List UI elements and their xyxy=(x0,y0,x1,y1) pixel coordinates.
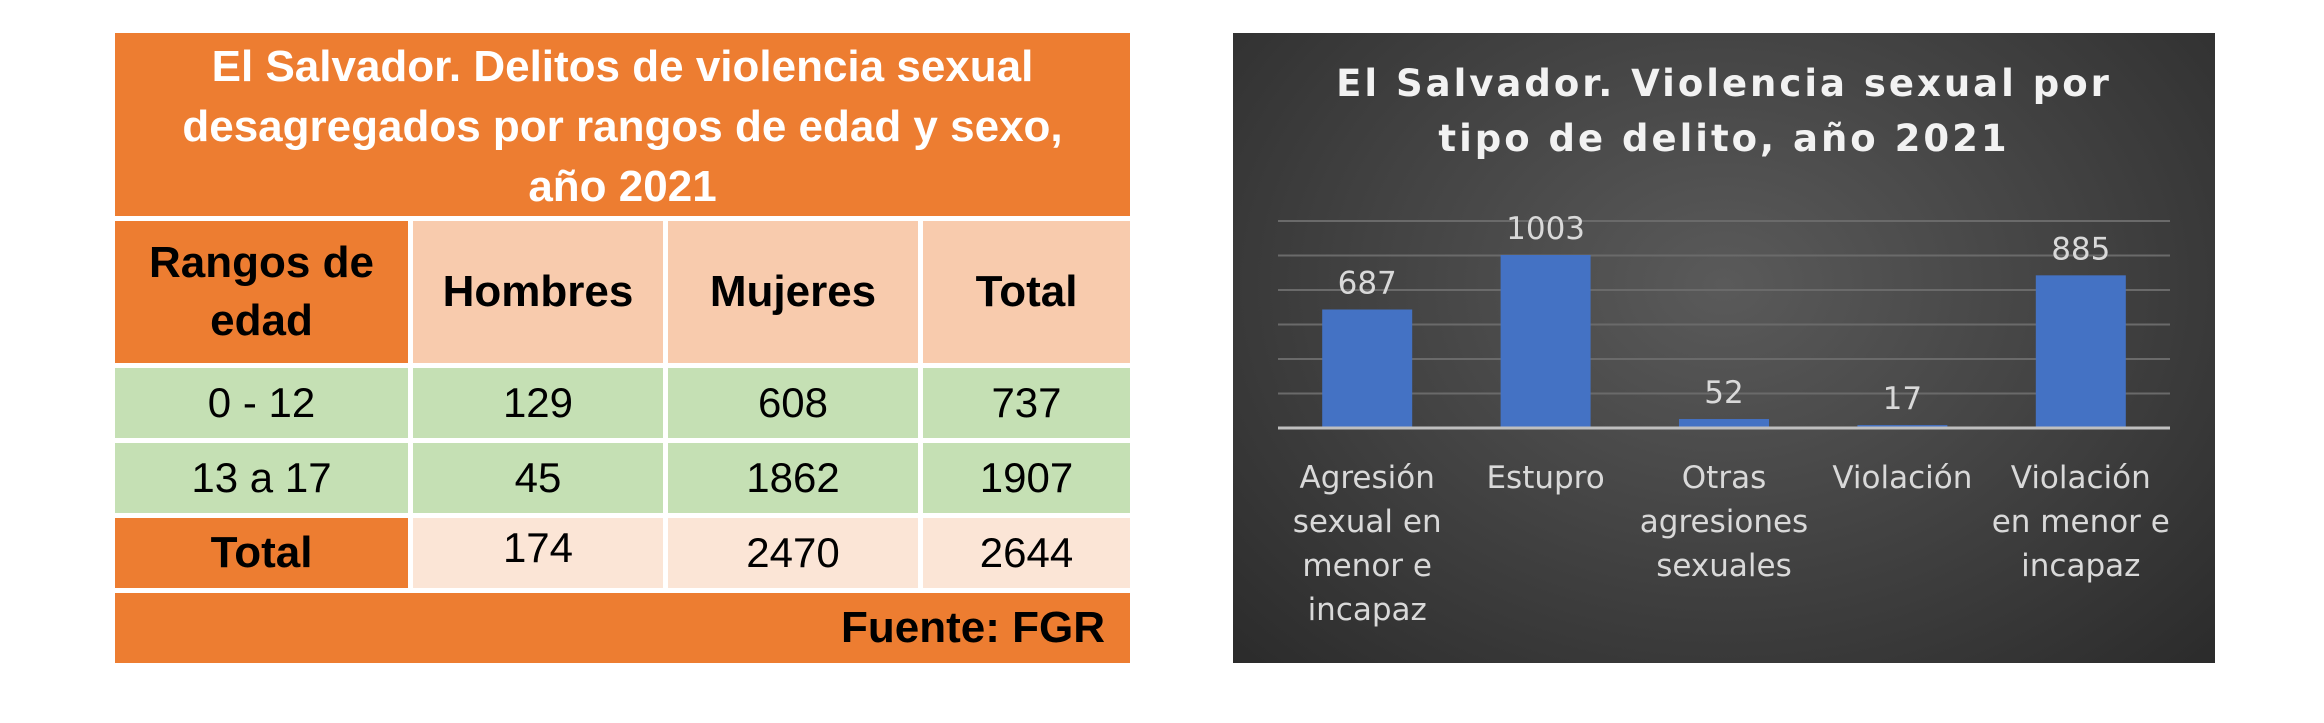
chart-svg: El Salvador. Violencia sexual por tipo d… xyxy=(1278,62,2170,628)
crimes-bar-chart: El Salvador. Violencia sexual por tipo d… xyxy=(1233,33,2215,663)
category-label: incapaz xyxy=(2021,548,2140,584)
category-label: sexual en xyxy=(1293,504,1442,540)
table-title: El Salvador. Delitos de violencia sexual… xyxy=(115,33,1130,216)
row-rango-total: Total xyxy=(115,518,408,588)
category-label: Violación xyxy=(1832,460,1972,496)
bar-data-label: 885 xyxy=(2051,231,2110,267)
bar xyxy=(1322,309,1413,428)
header-rangos-edad: Rangos de edad xyxy=(115,221,408,363)
row-mujeres: 1862 xyxy=(668,443,918,513)
gridlines xyxy=(1278,220,2170,395)
header-rangos-line: Rangos de xyxy=(149,238,374,287)
row-hombres: 174 xyxy=(413,518,663,588)
category-label: Agresión xyxy=(1299,460,1434,496)
header-hombres: Hombres xyxy=(413,221,663,363)
bar-data-label: 52 xyxy=(1704,375,1743,411)
header-rangos-line: edad xyxy=(210,296,313,345)
bar xyxy=(2035,275,2126,428)
table-title-line: año 2021 xyxy=(528,162,717,211)
row-hombres: 129 xyxy=(413,368,663,438)
category-label: Otras xyxy=(1682,460,1766,496)
row-rango: 0 - 12 xyxy=(115,368,408,438)
row-mujeres: 608 xyxy=(668,368,918,438)
category-label: menor e xyxy=(1302,548,1432,584)
header-mujeres: Mujeres xyxy=(668,221,918,363)
category-label: Estupro xyxy=(1486,460,1604,496)
bar xyxy=(1500,254,1591,428)
table-title-line: desagregados por rangos de edad y sexo, xyxy=(182,102,1063,151)
chart-title-line: El Salvador. Violencia sexual por xyxy=(1336,62,2112,105)
category-label: Violación xyxy=(2011,460,2151,496)
bar-data-label: 1003 xyxy=(1506,211,1585,247)
category-labels: Agresión sexual en menor e incapaz Estupro Ot… xyxy=(1293,460,2170,628)
data-labels: 687 1003 52 17 885 xyxy=(1338,211,2111,417)
header-total: Total xyxy=(923,221,1130,363)
chart-title-line: tipo de delito, año 2021 xyxy=(1438,117,2009,160)
category-label: incapaz xyxy=(1308,592,1427,628)
crimes-table: El Salvador. Delitos de violencia sexual… xyxy=(115,33,1130,663)
row-rango: 13 a 17 xyxy=(115,443,408,513)
bar-data-label: 687 xyxy=(1338,265,1397,301)
bar xyxy=(1679,419,1769,428)
category-label: agresiones xyxy=(1640,504,1808,540)
row-total: 737 xyxy=(923,368,1130,438)
category-label: sexuales xyxy=(1656,548,1792,584)
category-label: en menor e xyxy=(1992,504,2170,540)
bar-data-label: 17 xyxy=(1883,381,1922,417)
table-title-line: El Salvador. Delitos de violencia sexual xyxy=(211,42,1034,91)
row-mujeres: 2470 xyxy=(668,518,918,588)
table-source: Fuente: FGR xyxy=(115,593,1130,663)
row-total: 2644 xyxy=(923,518,1130,588)
row-total: 1907 xyxy=(923,443,1130,513)
row-hombres: 45 xyxy=(413,443,663,513)
